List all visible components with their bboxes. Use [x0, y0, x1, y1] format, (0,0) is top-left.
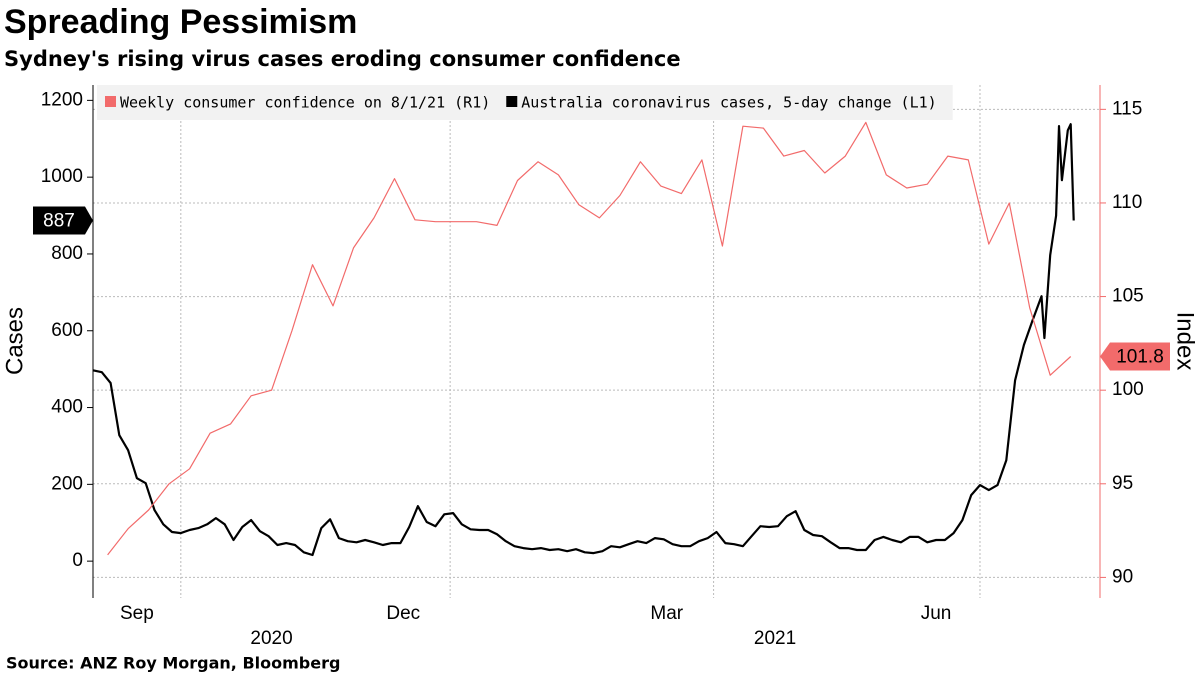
y-tick-label: 400 — [51, 397, 83, 418]
y2-tick-label: 90 — [1112, 566, 1133, 587]
y2-tick-label: 105 — [1112, 286, 1144, 307]
y-tick-label: 200 — [51, 473, 83, 494]
legend-swatch — [105, 96, 116, 107]
series-line — [92, 123, 1075, 557]
last-value-tag — [1100, 342, 1170, 371]
y2-axis-label: Index — [1172, 312, 1199, 371]
y2-tick-label: 110 — [1112, 192, 1142, 213]
legend-label: Weekly consumer confidence on 8/1/21 (R1… — [120, 94, 490, 112]
last-value-tag — [33, 206, 93, 235]
last-value-label: 887 — [43, 211, 75, 232]
y-tick-label: 1200 — [41, 89, 83, 110]
y-axis-label: Cases — [1, 307, 28, 375]
x-tick-label: Sep — [120, 603, 154, 624]
x-tick-label: Dec — [386, 603, 420, 624]
chart-title: Spreading Pessimism — [4, 3, 357, 41]
legend-box — [97, 85, 953, 120]
x-year-label: 2020 — [250, 628, 292, 649]
y-tick-label: 1000 — [41, 166, 83, 187]
source: Source: ANZ Roy Morgan, Bloomberg — [6, 654, 340, 673]
legend: Weekly consumer confidence on 8/1/21 (R1… — [97, 85, 953, 120]
y2-tick-label: 95 — [1112, 473, 1133, 494]
y-tick-label: 0 — [72, 550, 83, 571]
y2-tick-label: 100 — [1112, 379, 1144, 400]
x-year-label: 2021 — [754, 628, 796, 649]
y-tick-label: 800 — [51, 243, 83, 264]
y2-tick-label: 115 — [1112, 98, 1142, 119]
series-line — [107, 121, 1072, 556]
legend-label: Australia coronavirus cases, 5-day chang… — [521, 94, 936, 112]
chart-subtitle: Sydney's rising virus cases eroding cons… — [4, 47, 681, 71]
legend-swatch — [506, 96, 518, 107]
x-tick-label: Jun — [921, 603, 952, 624]
y-tick-label: 600 — [51, 320, 83, 341]
x-tick-label: Mar — [650, 603, 683, 624]
last-value-label: 101.8 — [1116, 346, 1164, 367]
